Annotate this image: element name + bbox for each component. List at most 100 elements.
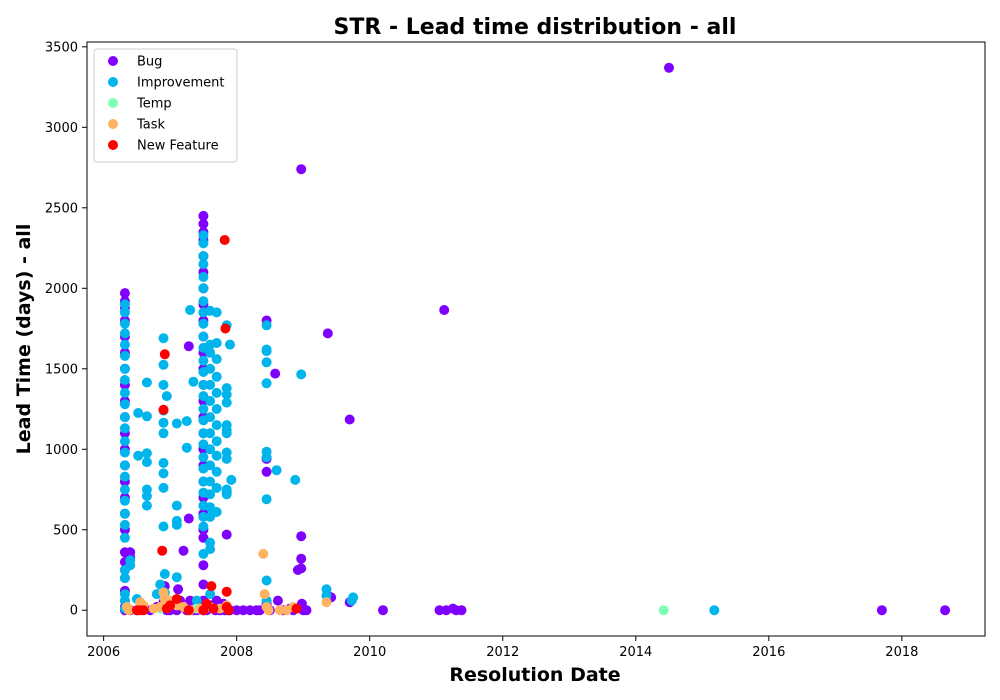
data-point: [158, 404, 169, 415]
series-improvement: [119, 230, 720, 616]
data-point: [198, 238, 209, 249]
data-point: [664, 62, 674, 73]
data-point: [221, 529, 232, 540]
data-point: [158, 359, 169, 370]
data-point: [158, 458, 169, 468]
data-point: [211, 507, 222, 517]
data-point: [119, 519, 130, 530]
legend-box: [93, 48, 238, 163]
data-point: [155, 579, 166, 590]
data-point: [119, 471, 130, 482]
data-point: [205, 589, 216, 600]
data-point: [171, 594, 182, 604]
data-point: [322, 328, 333, 339]
data-point: [171, 519, 182, 530]
data-point: [211, 387, 222, 398]
x-tick-label: 2014: [619, 645, 652, 660]
data-point: [291, 603, 302, 614]
data-point: [119, 399, 130, 410]
data-point: [171, 572, 182, 583]
data-point: [261, 575, 272, 586]
data-point: [658, 605, 669, 616]
data-point: [119, 508, 130, 519]
data-point: [205, 489, 216, 500]
data-point: [261, 494, 272, 505]
data-point: [220, 323, 231, 334]
legend-label: New Feature: [137, 139, 219, 154]
data-points: [119, 62, 951, 616]
data-point: [119, 307, 130, 318]
data-point: [198, 331, 209, 342]
y-tick-label: 0: [70, 604, 78, 619]
data-point: [261, 320, 272, 331]
data-point: [221, 489, 232, 500]
data-point: [198, 259, 209, 270]
data-point: [205, 460, 216, 471]
data-point: [181, 442, 192, 453]
data-point: [221, 389, 232, 400]
data-point: [119, 299, 130, 310]
data-point: [123, 605, 134, 616]
data-point: [119, 460, 130, 471]
x-tick-label: 2010: [353, 645, 386, 660]
y-axis-label: Lead Time (days) - all: [13, 224, 35, 455]
data-point: [125, 560, 136, 571]
data-point: [119, 573, 130, 583]
data-point: [119, 350, 130, 361]
y-axis: 0 500 1000 1500 2000 2500 3000 3500: [45, 40, 87, 619]
data-point: [226, 474, 237, 485]
data-point: [141, 411, 152, 422]
data-point: [211, 307, 222, 318]
data-point: [258, 548, 269, 559]
data-point: [133, 450, 144, 461]
data-point: [290, 474, 301, 485]
data-point: [138, 605, 149, 616]
data-point: [158, 468, 169, 479]
data-point: [211, 436, 222, 447]
data-point: [211, 466, 222, 477]
plot-frame: [86, 41, 986, 637]
data-point: [709, 605, 720, 616]
data-point: [378, 605, 388, 616]
data-point: [198, 296, 209, 307]
data-point: [221, 586, 232, 597]
y-tick-label: 3000: [45, 121, 78, 136]
data-point: [205, 379, 216, 390]
data-point: [119, 328, 130, 339]
data-point: [191, 595, 202, 606]
data-point: [198, 283, 209, 294]
data-point: [296, 553, 307, 564]
data-point: [223, 605, 234, 616]
data-point: [211, 450, 222, 461]
data-point: [205, 476, 216, 487]
data-point: [206, 581, 217, 592]
legend: Bug Improvement Temp Task New Feature: [93, 48, 238, 163]
data-point: [198, 318, 209, 329]
data-point: [940, 605, 951, 616]
data-point: [133, 408, 144, 418]
data-point: [157, 545, 168, 556]
data-point: [198, 210, 209, 221]
legend-marker: [108, 98, 118, 108]
data-point: [198, 355, 209, 366]
data-point: [158, 417, 169, 428]
data-point: [261, 452, 272, 463]
legend-marker: [108, 140, 118, 150]
data-point: [173, 584, 184, 595]
legend-label: Task: [136, 118, 166, 133]
data-point: [119, 339, 130, 350]
data-point: [119, 436, 130, 447]
data-point: [272, 595, 283, 606]
data-point: [159, 349, 170, 360]
data-point: [198, 579, 209, 590]
y-tick-label: 1000: [45, 443, 78, 458]
legend-marker: [108, 56, 118, 66]
data-point: [198, 521, 209, 532]
data-point: [158, 428, 169, 439]
data-point: [346, 595, 357, 606]
data-point: [221, 397, 232, 408]
data-point: [119, 423, 130, 434]
data-point: [205, 428, 216, 439]
